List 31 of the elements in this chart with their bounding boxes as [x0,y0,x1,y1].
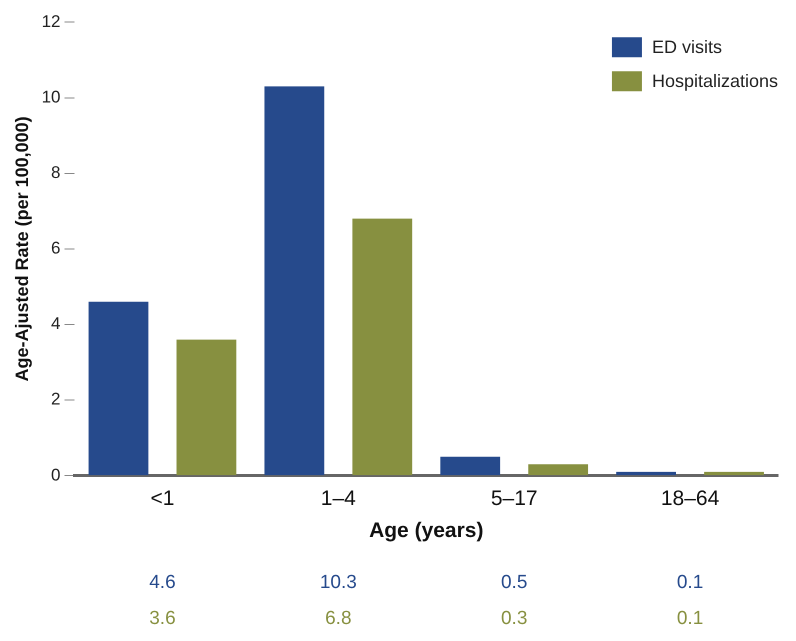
bar [616,472,676,476]
bar [440,456,500,476]
bar [264,86,324,476]
data-label: 0.1 [676,608,704,630]
y-tick-label: 12 [42,12,61,31]
data-label: 3.6 [149,608,176,630]
bar [528,464,588,476]
bar [704,472,764,476]
x-axis-title: Age (years) [369,519,484,542]
data-label: 0.1 [676,572,704,594]
y-tick-label: 0 [51,465,61,484]
y-tick-label: 2 [51,390,61,409]
y-tick-label: 6 [51,238,61,258]
x-tick-label: <1 [150,486,174,510]
y-axis-title: Age-Ajusted Rate (per 100,000) [12,116,32,382]
data-label: 0.5 [500,572,528,594]
bar [88,302,148,476]
x-tick-label: 5–17 [490,486,538,510]
data-label: 0.3 [500,608,528,630]
y-tick-label: 4 [51,314,61,334]
data-label: 10.3 [320,572,357,594]
y-tick-label: 8 [51,163,61,182]
legend-label: Hospitalizations [652,71,778,92]
bar [176,340,236,476]
data-label: 4.6 [149,572,176,594]
legend-label: ED visits [652,37,722,58]
data-label: 6.8 [325,608,352,630]
y-tick-label: 10 [42,87,61,106]
x-tick-label: 18–64 [660,486,720,510]
x-tick-label: 1–4 [320,486,356,510]
bar [352,218,412,476]
